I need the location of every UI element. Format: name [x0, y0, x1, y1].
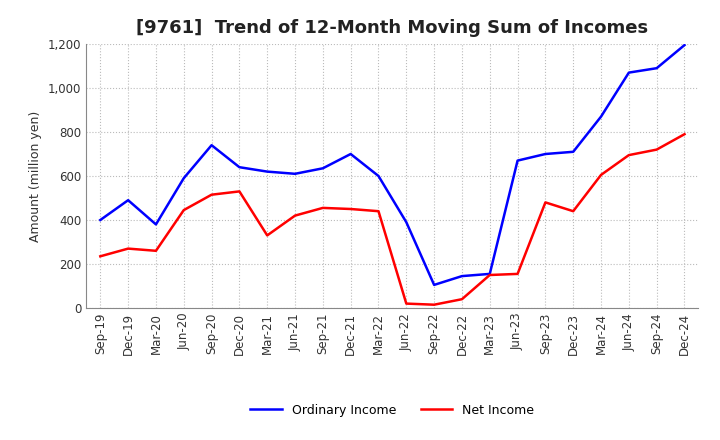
Legend: Ordinary Income, Net Income: Ordinary Income, Net Income: [246, 399, 539, 422]
Net Income: [291, 213, 300, 218]
Ordinary Income: [513, 158, 522, 163]
Net Income: [402, 301, 410, 306]
Ordinary Income: [207, 143, 216, 148]
Ordinary Income: [318, 165, 327, 171]
Ordinary Income: [458, 273, 467, 279]
Ordinary Income: [291, 171, 300, 176]
Line: Net Income: Net Income: [100, 134, 685, 304]
Ordinary Income: [346, 151, 355, 157]
Ordinary Income: [235, 165, 243, 170]
Ordinary Income: [96, 217, 104, 223]
Ordinary Income: [597, 114, 606, 119]
Net Income: [96, 253, 104, 259]
Ordinary Income: [263, 169, 271, 174]
Net Income: [624, 152, 633, 158]
Net Income: [430, 302, 438, 307]
Title: [9761]  Trend of 12-Month Moving Sum of Incomes: [9761] Trend of 12-Month Moving Sum of I…: [136, 19, 649, 37]
Ordinary Income: [624, 70, 633, 75]
Ordinary Income: [569, 149, 577, 154]
Net Income: [513, 271, 522, 276]
Net Income: [152, 248, 161, 253]
Net Income: [263, 233, 271, 238]
Net Income: [597, 172, 606, 177]
Ordinary Income: [652, 66, 661, 71]
Net Income: [346, 206, 355, 212]
Net Income: [124, 246, 132, 251]
Ordinary Income: [541, 151, 550, 157]
Net Income: [235, 189, 243, 194]
Line: Ordinary Income: Ordinary Income: [100, 45, 685, 285]
Ordinary Income: [485, 271, 494, 276]
Net Income: [652, 147, 661, 152]
Net Income: [207, 192, 216, 197]
Net Income: [541, 200, 550, 205]
Net Income: [318, 205, 327, 210]
Ordinary Income: [680, 42, 689, 48]
Net Income: [179, 207, 188, 213]
Ordinary Income: [430, 282, 438, 288]
Net Income: [680, 132, 689, 137]
Ordinary Income: [124, 198, 132, 203]
Ordinary Income: [152, 222, 161, 227]
Net Income: [374, 209, 383, 214]
Net Income: [458, 297, 467, 302]
Ordinary Income: [179, 176, 188, 181]
Net Income: [569, 209, 577, 214]
Ordinary Income: [374, 173, 383, 179]
Ordinary Income: [402, 220, 410, 225]
Net Income: [485, 272, 494, 278]
Y-axis label: Amount (million yen): Amount (million yen): [30, 110, 42, 242]
